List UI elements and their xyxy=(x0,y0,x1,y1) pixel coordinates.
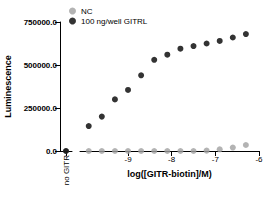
svg-text:-6: -6 xyxy=(255,155,263,164)
svg-text:750000.0: 750000.0 xyxy=(24,18,58,27)
svg-text:250000.0: 250000.0 xyxy=(24,104,58,113)
svg-text:log([GITR-biotin]/M): log([GITR-biotin]/M) xyxy=(127,169,211,179)
svg-text:500000.0: 500000.0 xyxy=(24,61,58,70)
svg-text:100 ng/well GITRL: 100 ng/well GITRL xyxy=(81,17,148,26)
svg-text:-7: -7 xyxy=(212,155,220,164)
svg-text:-8: -8 xyxy=(168,155,176,164)
svg-text:0.0: 0.0 xyxy=(46,147,58,156)
svg-text:NC: NC xyxy=(81,7,93,16)
svg-text:Luminescence: Luminescence xyxy=(3,55,13,118)
svg-text:-9: -9 xyxy=(124,155,132,164)
svg-text:no GITR: no GITR xyxy=(62,155,71,185)
